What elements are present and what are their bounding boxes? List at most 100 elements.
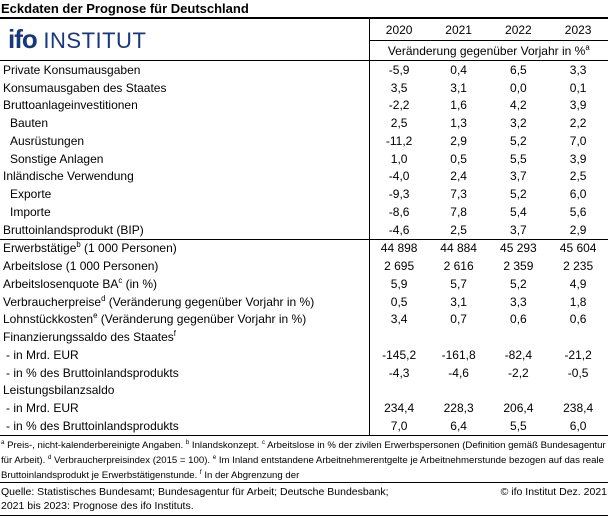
row-label: Erwerbstätigeb (1 000 Personen)	[0, 238, 370, 258]
value-cell: 228,3	[443, 401, 474, 416]
value-cell: 44 898	[369, 238, 429, 258]
value-cell: -4,6	[448, 365, 469, 380]
row-label: Lohnstückkostene (Veränderung gegenüber …	[0, 310, 370, 329]
value-cell: 2 616	[443, 259, 474, 274]
table-row: Ausrüstungen -11,2 2,9 5,2 7,0	[0, 132, 608, 150]
footnote-superscript: b	[185, 438, 190, 446]
value-cell: -9,3	[388, 187, 410, 202]
value-cell: 0,1	[569, 80, 587, 95]
row-label: - in % des Bruttoinlandsprodukts	[0, 417, 370, 436]
row-label: - in Mrd. EUR	[0, 346, 370, 364]
table-header: ifo INSTITUT 2020 2021 2022 2023 Veränderun…	[0, 18, 608, 61]
value-cell: -82,4	[504, 347, 533, 362]
value-cell: 3,4	[390, 312, 408, 327]
value-cell: 5,4	[510, 204, 527, 219]
value-cell: 7,0	[569, 133, 587, 148]
value-cell: 2 235	[563, 259, 594, 274]
value-cell: -8,6	[388, 204, 410, 219]
row-label: Verbraucherpreised (Veränderung gegenübe…	[0, 292, 370, 311]
row-label: Ausrüstungen	[0, 132, 370, 150]
value-cell: 2,2	[569, 116, 587, 131]
year-column-header: 2020	[369, 18, 429, 41]
footnotes: a Preis-, nicht-kalenderbereinigte Angab…	[1, 438, 606, 482]
table-body: Private Konsumausgaben -5,9 0,4 6,5 3,3 Konsu…	[0, 60, 608, 436]
value-cell: 3,1	[450, 294, 467, 309]
forecast-table: ifo INSTITUT 2020 2021 2022 2023 Veränderun…	[0, 17, 608, 436]
row-label: - in % des Bruttoinlandsprodukts	[0, 363, 370, 382]
value-cell: -21,2	[564, 347, 592, 362]
source-text-line2: 2021 bis 2023: Prognose des ifo Institut…	[1, 499, 194, 512]
ifo-logo-name: INSTITUT	[43, 28, 147, 53]
value-cell: 5,2	[510, 133, 527, 148]
value-cell: 2 359	[503, 259, 534, 274]
table-row: Erwerbstätigeb (1 000 Personen) 44 898 44 …	[0, 238, 608, 258]
table-row: Arbeitslosenquote BAc (in %) 5,9 5,7 5,2 4,9	[0, 275, 608, 293]
value-cell: 2,5	[450, 222, 467, 237]
row-label: Arbeitslose (1 000 Personen)	[0, 257, 370, 275]
value-cell: 0,5	[450, 151, 467, 166]
value-cell: 0,7	[450, 312, 467, 327]
value-cell	[489, 328, 549, 346]
table-row: Private Konsumausgaben -5,9 0,4 6,5 3,3	[0, 60, 608, 79]
table-row: Bruttoanlageinvestitionen -2,2 1,6 4,2 3,9	[0, 96, 608, 115]
row-label: Exporte	[0, 185, 370, 203]
table-row: - in Mrd. EUR -145,2 -161,8 -82,4 -21,2	[0, 346, 608, 364]
year-column-header: 2023	[548, 18, 608, 41]
value-cell: 7,0	[390, 418, 408, 433]
source-text: Quelle: Statistisches Bundesamt; Bundesa…	[1, 485, 389, 498]
row-label: Finanzierungssaldo des Staatesf	[0, 328, 370, 346]
value-cell: -2,2	[508, 365, 529, 380]
value-cell: -4,6	[388, 222, 410, 237]
value-cell: -4,3	[388, 365, 410, 380]
subtitle-superscript: a	[585, 42, 590, 52]
value-cell: 238,4	[563, 401, 594, 416]
value-cell: 3,5	[390, 80, 408, 95]
value-cell: 45 604	[548, 238, 608, 258]
row-label: Bruttoanlageinvestitionen	[0, 96, 370, 115]
footnote-superscript: a	[1, 438, 5, 446]
source-block: Quelle: Statistisches Bundesamt; Bundesa…	[0, 481, 608, 516]
value-cell: 7,8	[450, 204, 467, 219]
ifo-logo-brand: ifo	[8, 24, 38, 54]
value-cell: 1,8	[569, 294, 587, 309]
value-cell: 5,9	[390, 276, 408, 291]
page-title: Eckdaten der Prognose für Deutschland	[1, 1, 249, 16]
value-cell: 5,2	[510, 276, 527, 291]
value-cell: 5,5	[510, 151, 527, 166]
value-cell: 3,7	[510, 169, 527, 184]
table-row: Exporte -9,3 7,3 5,2 6,0	[0, 185, 608, 203]
value-cell	[429, 382, 489, 400]
value-cell: 2 695	[384, 259, 415, 274]
value-cell: 6,5	[510, 62, 527, 77]
value-cell: -161,8	[441, 347, 476, 362]
table-row: - in % des Bruttoinlandsprodukts -4,3 -4,6…	[0, 363, 608, 382]
table-row: Leistungsbilanzsaldo	[0, 381, 608, 400]
value-cell: -11,2	[385, 133, 413, 148]
value-cell	[429, 328, 489, 346]
value-cell: 234,4	[384, 401, 415, 416]
value-cell	[548, 328, 608, 346]
row-label: Private Konsumausgaben	[0, 60, 370, 79]
table-row: Sonstige Anlagen 1,0 0,5 5,5 3,9	[0, 149, 608, 168]
value-cell: 2,5	[569, 169, 587, 184]
year-header-row: ifo INSTITUT 2020 2021 2022 2023	[0, 18, 608, 61]
value-cell: 3,1	[450, 80, 467, 95]
table-row: Lohnstückkostene (Veränderung gegenüber …	[0, 310, 608, 329]
value-cell: 1,0	[390, 151, 408, 166]
value-cell: 6,0	[569, 418, 587, 433]
value-cell: 1,3	[450, 116, 467, 131]
ifo-logo: ifo INSTITUT	[0, 18, 370, 61]
value-cell: 45 293	[488, 238, 549, 258]
table-row: Inländische Verwendung -4,0 2,4 3,7 2,5	[0, 167, 608, 186]
table-row: Bruttoinlandsprodukt (BIP) -4,6 2,5 3,7 2,9	[0, 220, 608, 239]
row-label: Sonstige Anlagen	[0, 149, 370, 168]
value-cell: 5,6	[569, 204, 587, 219]
table-row: Importe -8,6 7,8 5,4 5,6	[0, 203, 608, 221]
value-cell: 0,6	[510, 312, 527, 327]
value-cell: 206,4	[503, 401, 534, 416]
value-cell: 7,3	[450, 187, 467, 202]
table-row: Bauten 2,5 1,3 3,2 2,2	[0, 114, 608, 132]
row-label: Konsumausgaben des Staates	[0, 78, 370, 97]
value-cell: 0,0	[510, 80, 527, 95]
